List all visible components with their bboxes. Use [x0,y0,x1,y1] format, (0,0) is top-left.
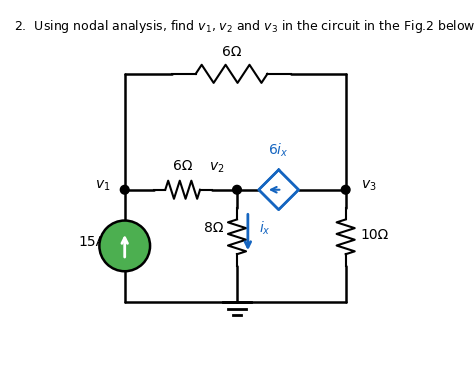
Polygon shape [259,170,299,210]
Circle shape [120,185,129,194]
Text: $v_3$: $v_3$ [361,179,377,193]
Circle shape [100,220,150,271]
Text: $v_2$: $v_2$ [210,161,225,175]
Text: 6Ω: 6Ω [173,159,192,173]
Text: $6i_x$: $6i_x$ [268,141,289,159]
Text: 10Ω: 10Ω [361,228,389,242]
Text: $v_1$: $v_1$ [95,179,111,193]
Text: 8Ω: 8Ω [204,221,223,235]
Circle shape [341,185,350,194]
Text: 15A: 15A [79,235,106,249]
Text: 2.  Using nodal analysis, find $v_1$, $v_2$ and $v_3$ in the circuit in the Fig.: 2. Using nodal analysis, find $v_1$, $v_… [14,18,474,35]
Text: $i_x$: $i_x$ [259,220,271,237]
Text: 6Ω: 6Ω [222,45,241,59]
Circle shape [233,185,241,194]
